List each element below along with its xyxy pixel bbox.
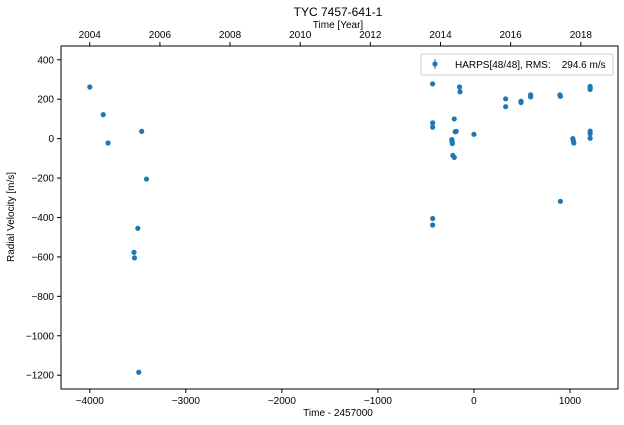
x-tick-label: −1000 bbox=[364, 396, 393, 407]
data-point bbox=[503, 104, 509, 110]
y-tick-label: −800 bbox=[31, 292, 54, 303]
data-point bbox=[430, 124, 436, 130]
y-tick-label: 200 bbox=[37, 95, 54, 106]
data-point bbox=[451, 154, 457, 160]
x-tick-label: −2000 bbox=[268, 396, 297, 407]
data-point bbox=[503, 96, 509, 102]
top-tick-label: 2018 bbox=[570, 30, 593, 41]
x-axis-ticks: −4000 −3000 −2000 −1000 0 1000 bbox=[76, 389, 582, 407]
data-points bbox=[87, 68, 593, 375]
data-point bbox=[136, 369, 142, 375]
x-tick-label: 1000 bbox=[559, 396, 582, 407]
data-point bbox=[430, 120, 436, 126]
data-point bbox=[139, 128, 145, 134]
data-point bbox=[587, 135, 593, 141]
data-point bbox=[131, 255, 138, 261]
data-point bbox=[456, 84, 463, 90]
y-tick-label: −200 bbox=[31, 174, 54, 185]
data-point bbox=[430, 215, 436, 222]
x-tick-label: 0 bbox=[471, 396, 477, 407]
chart-title: TYC 7457-641-1 bbox=[294, 5, 383, 19]
data-point bbox=[457, 89, 463, 95]
legend-label: HARPS[48/48], RMS: 294.6 m/s bbox=[455, 60, 606, 71]
y-axis-title: Radial Velocity [m/s] bbox=[6, 172, 17, 262]
top-tick-label: 2014 bbox=[429, 30, 452, 41]
data-point bbox=[105, 140, 111, 146]
y-axis-ticks: −1200 −1000 −800 −600 −400 −200 0 200 400 bbox=[26, 55, 61, 382]
data-point bbox=[451, 116, 457, 122]
legend: HARPS[48/48], RMS: 294.6 m/s bbox=[420, 53, 614, 76]
top-tick-label: 2006 bbox=[149, 30, 172, 41]
legend-marker bbox=[432, 61, 438, 67]
data-point bbox=[557, 198, 563, 204]
data-point bbox=[587, 131, 593, 137]
data-point bbox=[449, 140, 455, 147]
data-point bbox=[143, 176, 150, 182]
top-tick-label: 2010 bbox=[289, 30, 312, 41]
y-tick-label: 0 bbox=[48, 134, 54, 145]
data-point bbox=[528, 94, 534, 100]
top-tick-label: 2004 bbox=[79, 30, 102, 41]
top-axis-ticks: 2004 2006 2008 2010 2012 2014 2016 2018 bbox=[79, 30, 593, 46]
data-point bbox=[135, 225, 141, 231]
data-point bbox=[557, 93, 563, 99]
data-point bbox=[100, 112, 106, 118]
data-point bbox=[87, 84, 93, 90]
data-point bbox=[518, 99, 524, 106]
top-tick-label: 2012 bbox=[359, 30, 382, 41]
legend-box bbox=[420, 53, 614, 76]
top-tick-label: 2016 bbox=[500, 30, 523, 41]
top-tick-label: 2008 bbox=[219, 30, 242, 41]
data-point bbox=[587, 86, 593, 92]
data-point bbox=[131, 249, 137, 255]
y-tick-label: 400 bbox=[37, 55, 54, 66]
x-tick-label: −3000 bbox=[172, 396, 201, 407]
y-tick-label: −1200 bbox=[26, 371, 55, 382]
x-axis-title: Time - 2457000 bbox=[303, 408, 373, 419]
data-point bbox=[471, 131, 477, 137]
data-point bbox=[430, 81, 436, 87]
plot-frame bbox=[60, 45, 619, 390]
data-point bbox=[453, 128, 459, 134]
data-point bbox=[571, 140, 577, 146]
y-tick-label: −400 bbox=[31, 213, 54, 224]
top-axis-title: Time [Year] bbox=[313, 20, 364, 31]
x-tick-label: −4000 bbox=[76, 396, 105, 407]
y-tick-label: −600 bbox=[31, 252, 54, 263]
data-point bbox=[430, 222, 436, 228]
y-tick-label: −1000 bbox=[26, 331, 55, 342]
